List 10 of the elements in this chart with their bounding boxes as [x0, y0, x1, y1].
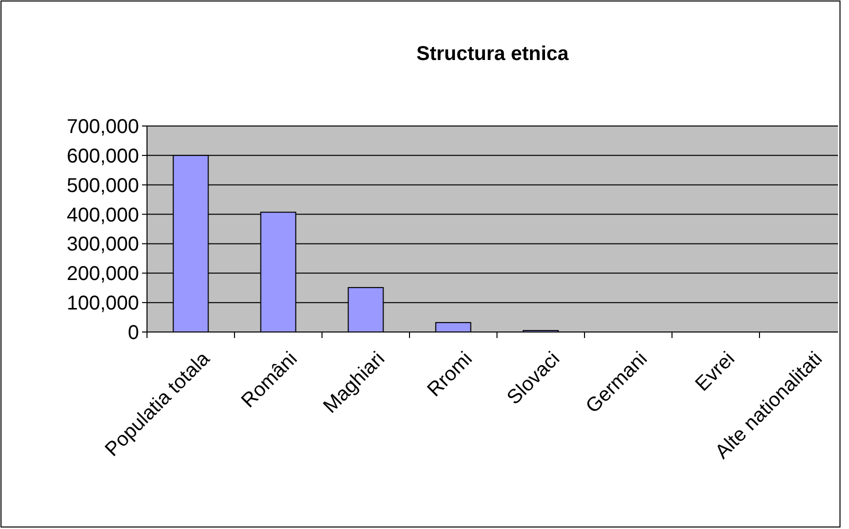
y-tick-label: 700,000 [66, 116, 139, 138]
y-tick-label: 600,000 [66, 145, 139, 168]
bar [435, 322, 472, 332]
y-tick-label: 400,000 [66, 204, 139, 226]
y-tick-label: 0 [128, 322, 139, 344]
y-tick-label: 200,000 [66, 263, 139, 286]
y-tick-label: 300,000 [66, 234, 139, 256]
y-tick-label: 500,000 [66, 174, 139, 197]
chart-title: Structura etnica [416, 43, 570, 65]
y-tick-label: 100,000 [66, 292, 139, 315]
